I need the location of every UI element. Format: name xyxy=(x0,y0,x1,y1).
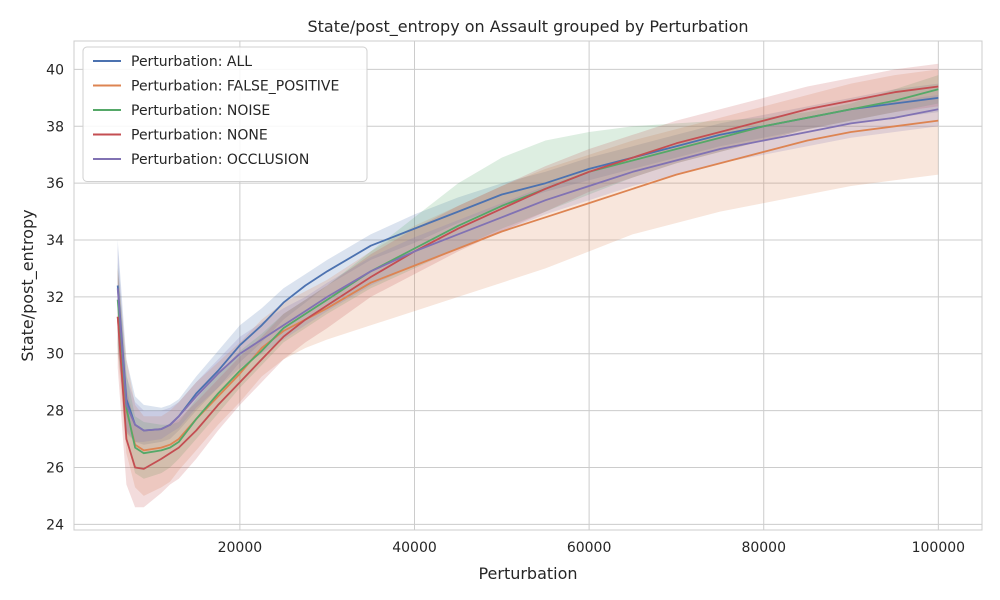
y-tick-label: 26 xyxy=(46,460,64,476)
legend-label: Perturbation: ALL xyxy=(131,54,252,70)
grid xyxy=(74,41,982,530)
series-lines xyxy=(116,85,939,470)
x-tick-label: 80000 xyxy=(741,540,786,556)
x-axis-title: Perturbation xyxy=(478,564,577,583)
series-line-3 xyxy=(116,85,939,470)
y-axis-title: State/post_entropy xyxy=(18,209,38,361)
confidence-band-4 xyxy=(117,95,939,442)
legend-box xyxy=(82,46,368,182)
y-tick-label: 30 xyxy=(46,347,64,363)
confidence-band-0 xyxy=(117,83,939,445)
y-tick-label: 40 xyxy=(46,62,64,78)
confidence-band-1 xyxy=(117,69,939,496)
legend: Perturbation: ALL Perturbation: FALSE_POS… xyxy=(82,46,368,182)
legend-label: Perturbation: NONE xyxy=(131,128,268,144)
x-axis-ticks: 20000 40000 60000 80000 100000 xyxy=(218,540,965,556)
legend-label: Perturbation: FALSE_POSITIVE xyxy=(131,79,339,95)
x-tick-label: 100000 xyxy=(912,540,965,556)
x-tick-label: 40000 xyxy=(392,540,437,556)
y-tick-label: 38 xyxy=(46,119,64,135)
x-tick-label: 20000 xyxy=(218,540,263,556)
y-tick-label: 24 xyxy=(46,517,64,533)
y-tick-label: 36 xyxy=(46,176,64,192)
series-line-2 xyxy=(116,88,939,455)
y-axis-ticks: 24 26 28 30 32 34 36 38 40 xyxy=(46,62,64,533)
y-tick-label: 32 xyxy=(46,290,64,306)
chart-title: State/post_entropy on Assault grouped by… xyxy=(307,17,748,37)
y-tick-label: 28 xyxy=(46,404,64,420)
legend-label: Perturbation: OCCLUSION xyxy=(131,152,309,168)
series-line-4 xyxy=(116,108,939,432)
confidence-band-2 xyxy=(117,75,939,479)
legend-label: Perturbation: NOISE xyxy=(131,103,270,119)
y-tick-label: 34 xyxy=(46,233,64,249)
x-tick-label: 60000 xyxy=(567,540,612,556)
series-line-1 xyxy=(116,119,939,452)
plot-frame xyxy=(73,40,983,531)
